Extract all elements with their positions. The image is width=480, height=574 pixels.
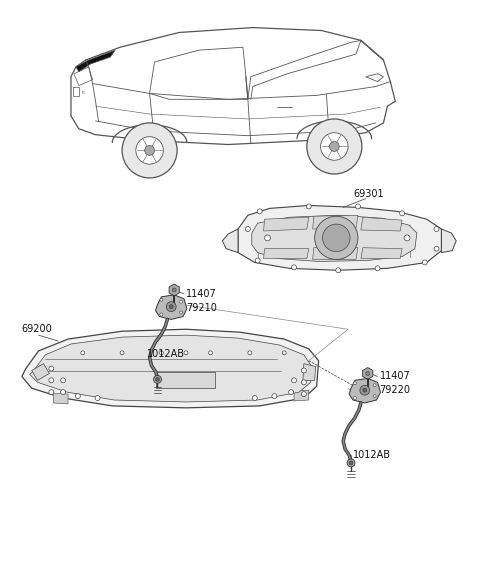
Polygon shape	[303, 364, 316, 381]
Ellipse shape	[172, 362, 200, 371]
Circle shape	[373, 394, 376, 398]
Polygon shape	[30, 335, 312, 402]
Circle shape	[180, 300, 182, 303]
Text: 11407: 11407	[186, 289, 216, 299]
Text: 1012AB: 1012AB	[147, 349, 185, 359]
Circle shape	[160, 313, 163, 316]
Polygon shape	[361, 217, 402, 231]
Circle shape	[122, 123, 177, 178]
Circle shape	[363, 388, 367, 392]
Circle shape	[252, 395, 257, 401]
Circle shape	[434, 227, 439, 231]
Circle shape	[120, 351, 124, 355]
Ellipse shape	[171, 375, 201, 387]
Circle shape	[353, 397, 357, 400]
Circle shape	[49, 390, 54, 394]
Circle shape	[307, 119, 362, 174]
Polygon shape	[53, 393, 68, 404]
Circle shape	[166, 302, 176, 312]
Circle shape	[156, 377, 159, 381]
Circle shape	[60, 378, 66, 383]
Circle shape	[349, 461, 353, 465]
Circle shape	[136, 137, 163, 164]
Polygon shape	[264, 249, 309, 258]
Ellipse shape	[117, 374, 147, 386]
Polygon shape	[294, 390, 309, 401]
Circle shape	[321, 133, 348, 160]
Circle shape	[184, 351, 188, 355]
Polygon shape	[76, 50, 115, 72]
Circle shape	[360, 385, 370, 395]
Circle shape	[353, 382, 357, 385]
Circle shape	[144, 145, 155, 156]
Circle shape	[60, 390, 66, 394]
Circle shape	[245, 227, 250, 231]
Text: 11407: 11407	[380, 371, 410, 381]
Polygon shape	[156, 373, 216, 388]
Circle shape	[422, 260, 427, 265]
Polygon shape	[312, 248, 358, 259]
Ellipse shape	[225, 374, 255, 386]
Ellipse shape	[68, 373, 97, 384]
Polygon shape	[264, 217, 309, 231]
Text: 69301: 69301	[353, 189, 384, 199]
Circle shape	[404, 235, 410, 241]
Circle shape	[400, 211, 405, 216]
Circle shape	[291, 378, 297, 383]
Circle shape	[248, 351, 252, 355]
Circle shape	[329, 142, 339, 152]
Circle shape	[255, 258, 260, 263]
Circle shape	[347, 459, 355, 467]
Circle shape	[373, 384, 376, 387]
Ellipse shape	[272, 371, 297, 381]
Polygon shape	[22, 329, 319, 408]
Polygon shape	[362, 367, 373, 379]
Circle shape	[264, 235, 270, 241]
Circle shape	[49, 366, 54, 371]
Circle shape	[288, 390, 294, 394]
Circle shape	[257, 209, 262, 214]
Text: 69200: 69200	[22, 324, 53, 334]
Circle shape	[95, 395, 100, 401]
Polygon shape	[238, 205, 442, 270]
Circle shape	[306, 204, 311, 209]
Circle shape	[154, 375, 161, 383]
Circle shape	[323, 224, 350, 251]
Circle shape	[49, 378, 54, 383]
Circle shape	[169, 305, 173, 309]
Circle shape	[282, 351, 286, 355]
Polygon shape	[252, 215, 417, 261]
Polygon shape	[32, 364, 49, 381]
Polygon shape	[442, 229, 456, 253]
Polygon shape	[156, 295, 187, 319]
Circle shape	[81, 351, 85, 355]
Polygon shape	[222, 229, 238, 253]
Circle shape	[301, 380, 306, 385]
Circle shape	[75, 394, 80, 398]
Text: 1012AB: 1012AB	[353, 450, 391, 460]
Circle shape	[208, 351, 213, 355]
Circle shape	[336, 268, 341, 273]
Polygon shape	[312, 215, 358, 229]
Circle shape	[272, 394, 277, 398]
Circle shape	[301, 368, 306, 373]
Text: 79210: 79210	[186, 302, 217, 313]
Circle shape	[315, 216, 358, 259]
Circle shape	[172, 288, 176, 292]
Circle shape	[434, 246, 439, 251]
Circle shape	[180, 311, 182, 314]
Circle shape	[291, 265, 297, 270]
Circle shape	[375, 266, 380, 271]
Circle shape	[301, 391, 306, 397]
Circle shape	[366, 371, 370, 375]
Text: 79220: 79220	[380, 385, 410, 395]
Polygon shape	[361, 248, 402, 258]
Text: K: K	[82, 91, 84, 95]
Polygon shape	[169, 284, 179, 296]
Circle shape	[159, 351, 163, 355]
Polygon shape	[349, 378, 381, 403]
Circle shape	[356, 204, 360, 209]
Circle shape	[160, 298, 163, 301]
